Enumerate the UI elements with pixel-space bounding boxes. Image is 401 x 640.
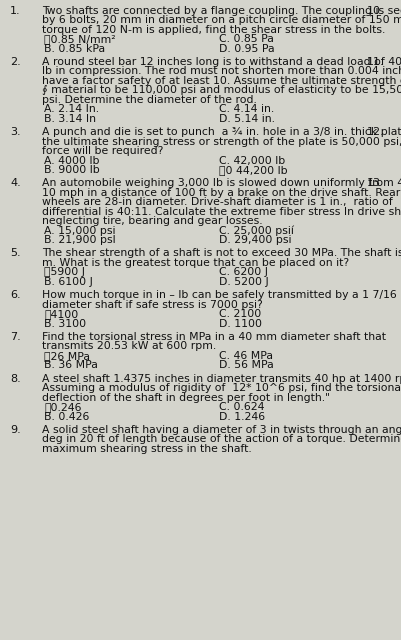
Text: B. 0.85 kPa: B. 0.85 kPa <box>44 44 105 54</box>
Text: ⑀0.246: ⑀0.246 <box>44 402 82 412</box>
Text: D. 5200 J: D. 5200 J <box>219 277 268 287</box>
Text: 8.: 8. <box>10 374 21 383</box>
Text: D. 5.14 in.: D. 5.14 in. <box>219 114 275 124</box>
Text: An automobile weighing 3,000 Ib is slowed down uniformly from 40 to: An automobile weighing 3,000 Ib is slowe… <box>42 179 401 188</box>
Text: D. 1.246: D. 1.246 <box>219 412 265 422</box>
Text: differential is 40:11. Calculate the extreme fiber stress In drive shaft,: differential is 40:11. Calculate the ext… <box>42 207 401 217</box>
Text: How much torque in in – lb can be safely transmitted by a 1 7/16 in: How much torque in in – lb can be safely… <box>42 290 401 300</box>
Text: A solid steel shaft having a diameter of 3 in twists through an angle of 5: A solid steel shaft having a diameter of… <box>42 425 401 435</box>
Text: B. 9000 lb: B. 9000 lb <box>44 165 100 175</box>
Text: the ultimate shearing stress or strength of the plate is 50,000 psi, what: the ultimate shearing stress or strength… <box>42 136 401 147</box>
Text: A round steel bar 12 inches long is to withstand a dead load of 40,000: A round steel bar 12 inches long is to w… <box>42 57 401 67</box>
Text: force will be required?: force will be required? <box>42 146 164 156</box>
Text: A steel shaft 1.4375 inches in diameter transmits 40 hp at 1400 rpm.: A steel shaft 1.4375 inches in diameter … <box>42 374 401 383</box>
Text: The shear strength of a shaft is not to exceed 30 MPa. The shaft is 100: The shear strength of a shaft is not to … <box>42 248 401 259</box>
Text: 6.: 6. <box>10 290 20 300</box>
Text: B. 0.426: B. 0.426 <box>44 412 89 422</box>
Text: 3.: 3. <box>10 127 20 137</box>
Text: B. 6100 J: B. 6100 J <box>44 277 93 287</box>
Text: B. 36 MPa: B. 36 MPa <box>44 360 98 371</box>
Text: 11.: 11. <box>367 57 385 67</box>
Text: psi. Determine the diameter of the rod.: psi. Determine the diameter of the rod. <box>42 95 257 105</box>
Text: B. 3100: B. 3100 <box>44 319 86 328</box>
Text: C. 0.85 Pa: C. 0.85 Pa <box>219 34 273 44</box>
Text: deg in 20 ft of length because of the action of a torque. Determine the: deg in 20 ft of length because of the ac… <box>42 435 401 444</box>
Text: 13: 13 <box>367 179 381 188</box>
Text: ⑄0 44,200 lb: ⑄0 44,200 lb <box>219 165 287 175</box>
Text: ⑀0.85 N/mm²: ⑀0.85 N/mm² <box>44 34 116 44</box>
Text: D. 0.95 Pa: D. 0.95 Pa <box>219 44 274 54</box>
Text: C. 25,000 psií: C. 25,000 psií <box>219 226 294 236</box>
Text: D. 29,400 psi: D. 29,400 psi <box>219 235 291 245</box>
Text: 5.: 5. <box>10 248 20 259</box>
Text: m. What is the greatest torque that can be placed on it?: m. What is the greatest torque that can … <box>42 258 349 268</box>
Text: A punch and die is set to punch  a ¾ in. hole in a 3/8 in. thick plate. If: A punch and die is set to punch a ¾ in. … <box>42 127 401 137</box>
Text: ∮ material to be 110,000 psi and modulus of elasticity to be 15,500,000: ∮ material to be 110,000 psi and modulus… <box>42 85 401 95</box>
Text: A. 15,000 psi: A. 15,000 psi <box>44 226 115 236</box>
Text: lb in compression. The rod must not shorten more than 0.004 inch and: lb in compression. The rod must not shor… <box>42 67 401 76</box>
Text: diameter shaft if safe stress is 7000 psi?: diameter shaft if safe stress is 7000 ps… <box>42 300 263 310</box>
Text: D. 1100: D. 1100 <box>219 319 261 328</box>
Text: 2.: 2. <box>10 57 21 67</box>
Text: Assuming a modulus of rigidity of  12* 10^6 psi, find the torsional: Assuming a modulus of rigidity of 12* 10… <box>42 383 401 393</box>
Text: C. 4.14 in.: C. 4.14 in. <box>219 104 274 115</box>
Text: neglecting tire, bearing and gear losses.: neglecting tire, bearing and gear losses… <box>42 216 263 226</box>
Text: ⑁4100: ⑁4100 <box>44 309 78 319</box>
Text: 1.: 1. <box>10 6 20 16</box>
Text: Two shafts are connected by a flange coupling. The coupling is secured: Two shafts are connected by a flange cou… <box>42 6 401 16</box>
Text: torque of 120 N-m is applied, find the shear stress in the bolts.: torque of 120 N-m is applied, find the s… <box>42 25 385 35</box>
Text: A. 2.14 In.: A. 2.14 In. <box>44 104 99 115</box>
Text: Find the torsional stress in MPa in a 40 mm diameter shaft that: Find the torsional stress in MPa in a 40… <box>42 332 386 342</box>
Text: by 6 bolts, 20 mm in diameter on a pitch circle diameter of 150 mm. If: by 6 bolts, 20 mm in diameter on a pitch… <box>42 15 401 25</box>
Text: wheels are 28-in diameter. Drive-shaft diameter is 1 in.,  ratio of: wheels are 28-in diameter. Drive-shaft d… <box>42 197 393 207</box>
Text: D. 56 MPa: D. 56 MPa <box>219 360 273 371</box>
Text: deflection of the shaft in degrees per foot in length.": deflection of the shaft in degrees per f… <box>42 392 330 403</box>
Text: 12.: 12. <box>367 127 385 137</box>
Text: have a factor safety of at least 10. Assume the ultimate strength of the: have a factor safety of at least 10. Ass… <box>42 76 401 86</box>
Text: C. 42,000 lb: C. 42,000 lb <box>219 156 285 166</box>
Text: C. 2100: C. 2100 <box>219 309 261 319</box>
Text: 10.: 10. <box>367 6 385 16</box>
Text: C. 0.624: C. 0.624 <box>219 402 264 412</box>
Text: B. 21,900 psl: B. 21,900 psl <box>44 235 116 245</box>
Text: 4.: 4. <box>10 179 21 188</box>
Text: C. 6200 J: C. 6200 J <box>219 268 267 277</box>
Text: 7.: 7. <box>10 332 21 342</box>
Text: B. 3.14 In: B. 3.14 In <box>44 114 96 124</box>
Text: ⑄5900 J: ⑄5900 J <box>44 268 85 277</box>
Text: C. 46 MPa: C. 46 MPa <box>219 351 273 361</box>
Text: maximum shearing stress in the shaft.: maximum shearing stress in the shaft. <box>42 444 252 454</box>
Text: 9.: 9. <box>10 425 21 435</box>
Text: A. 4000 lb: A. 4000 lb <box>44 156 99 166</box>
Text: 10 mph in a distance of 100 ft by a brake on the drive shaft. Rear: 10 mph in a distance of 100 ft by a brak… <box>42 188 400 198</box>
Text: ⑄26 MPa: ⑄26 MPa <box>44 351 90 361</box>
Text: transmits 20.53 kW at 600 rpm.: transmits 20.53 kW at 600 rpm. <box>42 341 220 351</box>
